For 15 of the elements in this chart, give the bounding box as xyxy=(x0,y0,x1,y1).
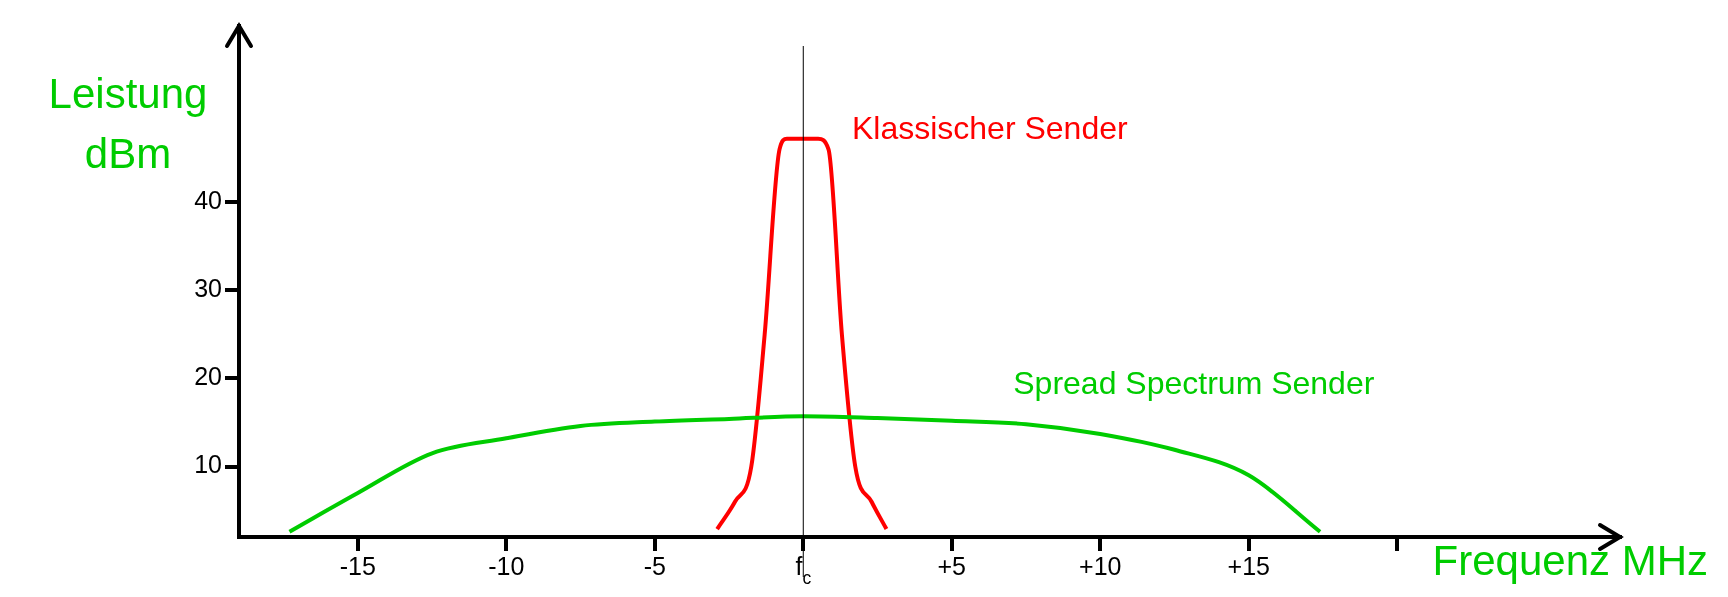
series-label: Spread Spectrum Sender xyxy=(1013,365,1375,402)
line-series xyxy=(287,414,1323,534)
x-tick-label: +10 xyxy=(1079,552,1122,580)
y-axis-title: Leistung dBm xyxy=(48,70,208,177)
x-tick-label: +15 xyxy=(1227,552,1270,580)
x-tick-label: -15 xyxy=(339,552,376,580)
x-tick-label: +5 xyxy=(937,552,967,580)
y-tick-label: 10 xyxy=(194,450,222,479)
y-tick-label: 20 xyxy=(194,362,222,391)
y-tick-label: 40 xyxy=(194,186,222,215)
x-tick-label: -10 xyxy=(488,552,525,580)
series-label: Klassischer Sender xyxy=(851,109,1128,146)
y-tick-label: 30 xyxy=(194,274,222,303)
x-axis-title: Frequenz MHz xyxy=(1432,537,1708,584)
x-tick-label: -5 xyxy=(643,552,666,580)
